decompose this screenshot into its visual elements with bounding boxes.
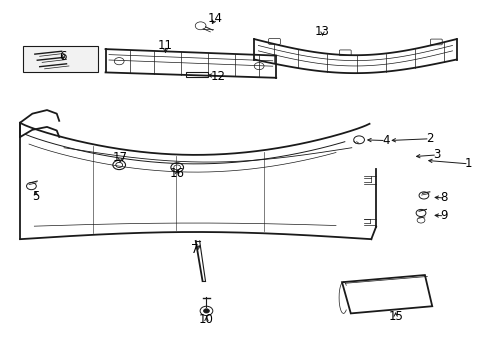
Text: 14: 14 [207, 12, 223, 25]
FancyBboxPatch shape [429, 39, 441, 45]
Text: 15: 15 [387, 310, 402, 324]
Text: 8: 8 [440, 192, 447, 204]
Text: 9: 9 [440, 210, 447, 222]
Polygon shape [341, 275, 431, 314]
Text: 2: 2 [425, 132, 433, 145]
FancyBboxPatch shape [22, 45, 98, 72]
Circle shape [203, 309, 209, 313]
Text: 6: 6 [59, 50, 67, 63]
Text: 11: 11 [158, 39, 173, 52]
FancyBboxPatch shape [339, 50, 350, 56]
Text: 5: 5 [32, 190, 40, 203]
Text: 7: 7 [191, 243, 198, 256]
Text: 13: 13 [314, 25, 329, 38]
Text: 12: 12 [210, 69, 224, 82]
Text: 3: 3 [432, 148, 440, 161]
FancyBboxPatch shape [268, 39, 280, 44]
Text: 10: 10 [199, 313, 213, 327]
Text: 16: 16 [169, 167, 184, 180]
Text: 1: 1 [464, 157, 471, 170]
FancyBboxPatch shape [185, 72, 207, 77]
Text: 17: 17 [112, 151, 127, 164]
Text: 4: 4 [382, 134, 389, 147]
